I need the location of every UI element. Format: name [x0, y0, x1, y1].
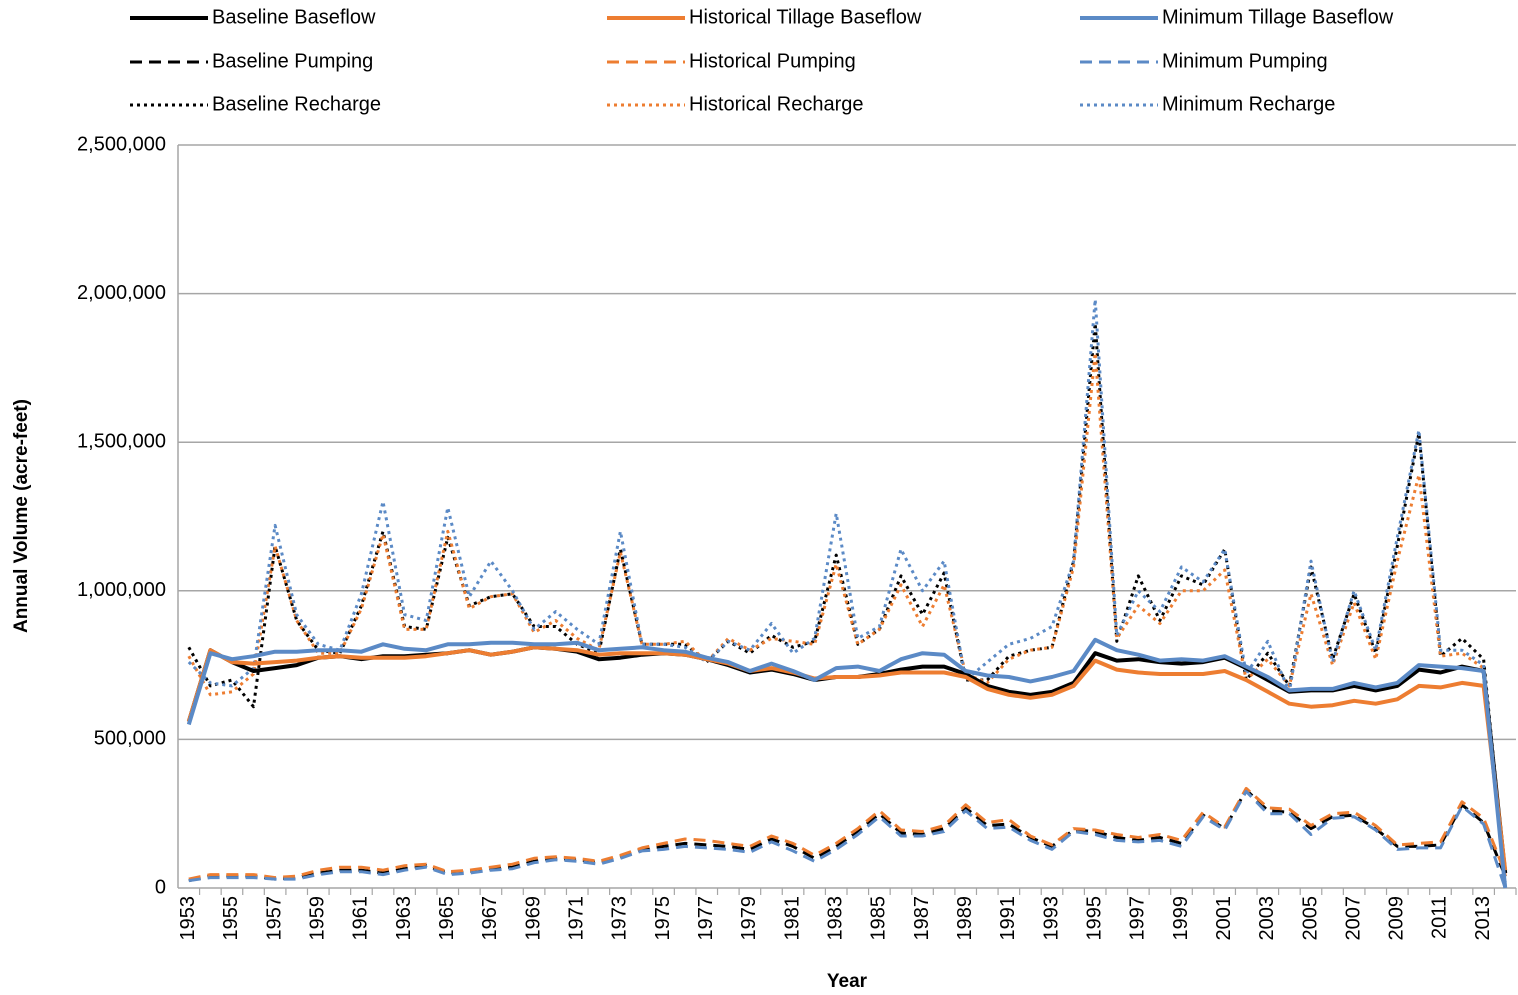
y-tick-label: 1,000,000 — [77, 579, 166, 601]
x-tick-label: 2005 — [1299, 896, 1321, 941]
series-line — [186, 637, 1508, 889]
x-tick-label: 2007 — [1342, 896, 1364, 941]
x-tick-label: 1977 — [695, 896, 717, 941]
series-line — [188, 788, 1507, 883]
legend-label: Minimum Recharge — [1162, 93, 1335, 115]
x-tick-label: 1987 — [911, 896, 933, 941]
y-axis-title: Annual Volume (acre-feet) — [11, 399, 32, 633]
x-tick-label: 1959 — [307, 896, 329, 941]
x-tick-label: 2009 — [1386, 896, 1408, 941]
series-line — [187, 321, 1507, 877]
legend-label: Historical Pumping — [689, 50, 856, 72]
x-tick-label: 1997 — [1127, 896, 1149, 941]
legend-label: Minimum Pumping — [1162, 50, 1328, 72]
x-tick-label: 2001 — [1213, 896, 1235, 941]
legend-label: Baseline Pumping — [212, 50, 373, 72]
y-tick-label: 0 — [155, 876, 166, 898]
series-line — [186, 645, 1508, 871]
legend-label: Baseline Recharge — [212, 93, 381, 115]
legend-label: Baseline Baseflow — [212, 6, 376, 28]
x-tick-label: 1979 — [738, 896, 760, 941]
y-tick-label: 1,500,000 — [77, 430, 166, 452]
x-tick-label: 1989 — [954, 896, 976, 941]
series-line — [187, 351, 1507, 877]
x-axis-title: Year — [827, 971, 868, 992]
x-tick-label: 1953 — [177, 896, 199, 941]
x-tick-label: 1961 — [350, 896, 372, 941]
x-tick-label: 1991 — [997, 896, 1019, 941]
x-tick-label: 1957 — [263, 896, 285, 941]
x-tick-label: 1971 — [566, 896, 588, 941]
x-tick-label: 1999 — [1170, 896, 1192, 941]
legend-label: Minimum Tillage Baseflow — [1162, 6, 1394, 28]
x-tick-label: 1973 — [609, 896, 631, 941]
x-tick-label: 1963 — [393, 896, 415, 941]
legend-label: Historical Recharge — [689, 93, 864, 115]
legend-label: Historical Tillage Baseflow — [689, 6, 922, 28]
x-tick-label: 2011 — [1429, 896, 1451, 939]
x-tick-label: 1955 — [220, 896, 242, 941]
x-tick-label: 1995 — [1083, 896, 1105, 941]
x-tick-label: 2003 — [1256, 896, 1278, 941]
series-line — [188, 786, 1507, 881]
y-tick-label: 2,000,000 — [77, 282, 166, 304]
x-tick-label: 1981 — [781, 896, 803, 941]
x-tick-label: 1993 — [1040, 896, 1062, 941]
series-line — [188, 789, 1507, 889]
y-tick-label: 500,000 — [94, 728, 166, 750]
x-tick-label: 1983 — [824, 896, 846, 941]
x-tick-label: 1969 — [522, 896, 544, 941]
x-tick-label: 1985 — [868, 896, 890, 941]
x-tick-label: 2013 — [1472, 896, 1494, 941]
x-tick-label: 1975 — [652, 896, 674, 941]
series-line — [186, 645, 1508, 874]
y-tick-label: 2,500,000 — [77, 133, 166, 155]
x-tick-label: 1965 — [436, 896, 458, 941]
x-tick-label: 1967 — [479, 896, 501, 941]
